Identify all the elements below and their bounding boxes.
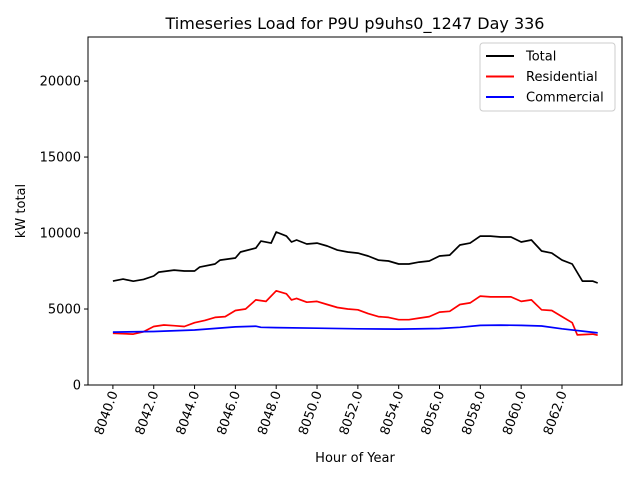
y-tick-label: 20000 (40, 75, 81, 90)
legend-label-total: Total (525, 50, 556, 65)
y-axis-label: kW total (14, 184, 29, 238)
x-axis-label: Hour of Year (315, 451, 395, 466)
plot-frame (87, 36, 623, 386)
legend-label-commercial: Commercial (526, 91, 604, 106)
series-line-commercial (112, 324, 598, 334)
chart-title: Timeseries Load for P9U p9uhs0_1247 Day … (165, 14, 545, 34)
series-line-residential (112, 289, 598, 337)
legend-box (479, 42, 616, 112)
series-line-total (112, 231, 598, 284)
y-tick-label: 0 (73, 379, 81, 394)
y-tick-label: 10000 (40, 227, 81, 242)
y-tick-label: 5000 (48, 303, 81, 318)
legend: Total Residential Commercial (479, 42, 616, 112)
legend-label-residential: Residential (526, 70, 598, 85)
y-tick-label: 15000 (40, 151, 81, 166)
